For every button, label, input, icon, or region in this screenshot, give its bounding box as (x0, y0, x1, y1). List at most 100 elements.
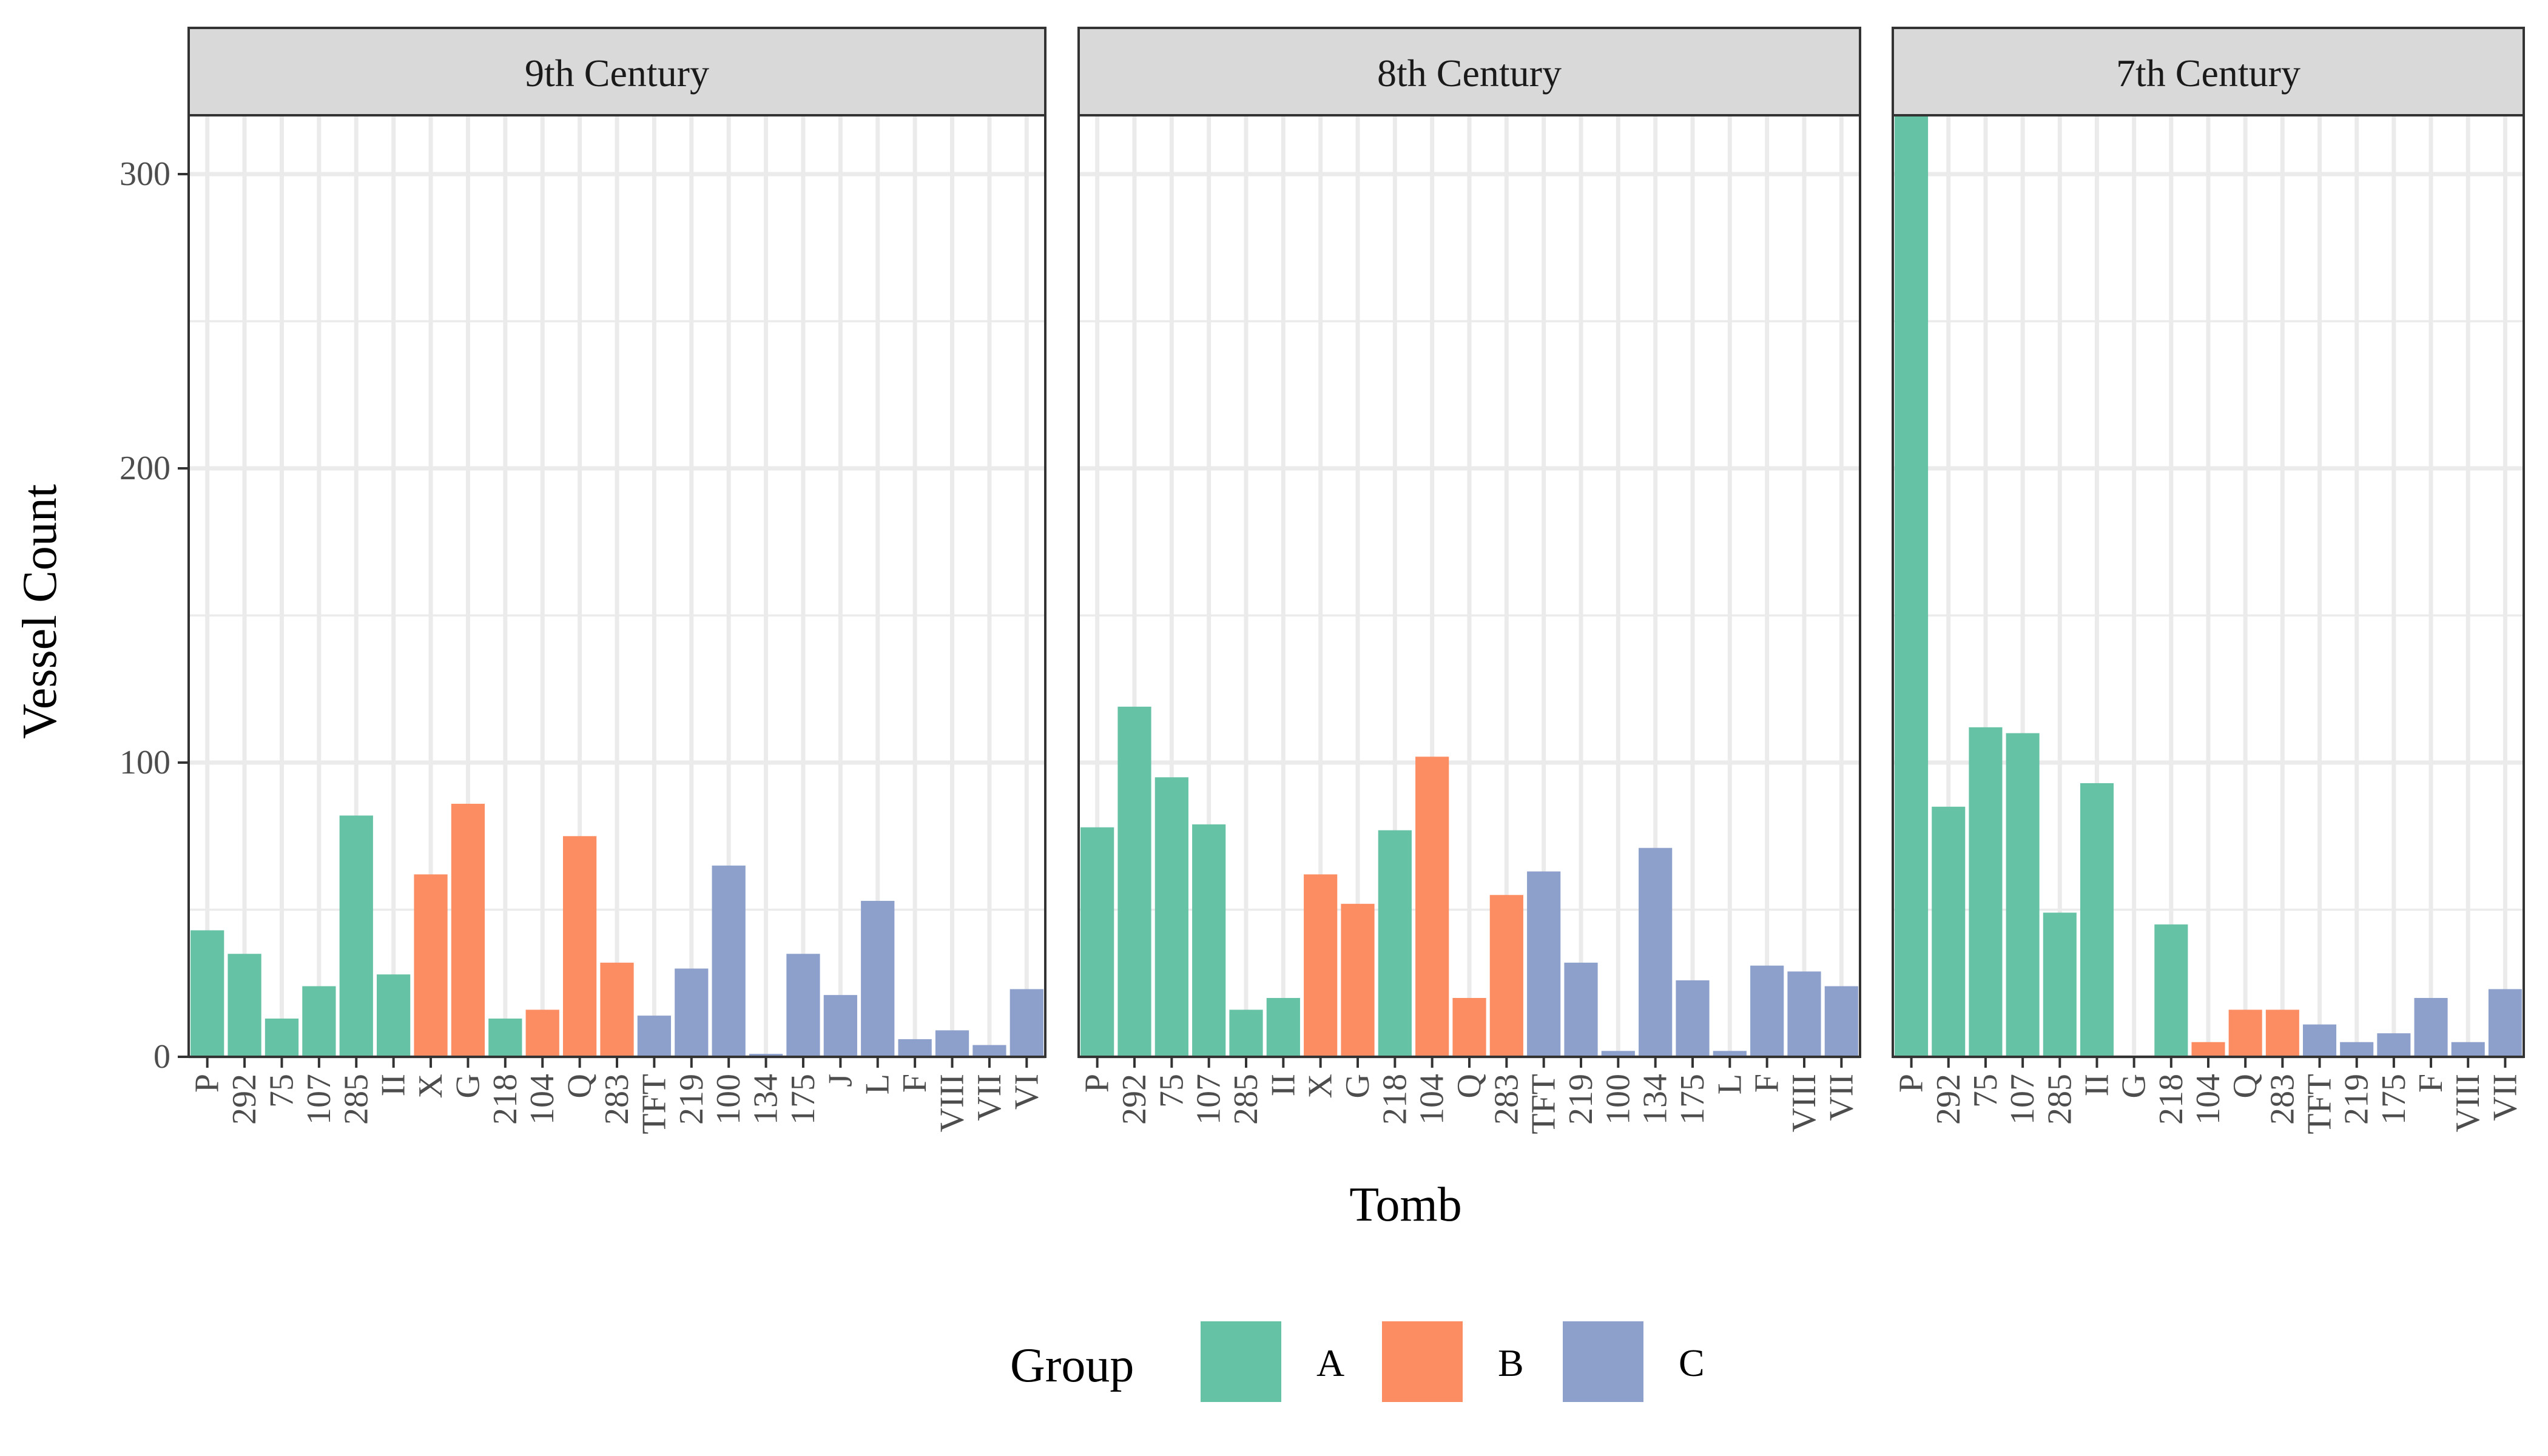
panels: 9th Century P 292 75 107 285 II X G 218 104 Q 283 TFT… (187, 27, 2525, 1134)
x-tick-label: P (189, 1074, 226, 1093)
x-tick-label: 107 (1190, 1074, 1228, 1125)
bar-100 (712, 865, 746, 1057)
x-tick-label: F (1748, 1074, 1786, 1093)
x-tick-label: 283 (2263, 1074, 2301, 1125)
bar-VII (2488, 989, 2522, 1057)
x-tick-label: 100 (710, 1074, 747, 1125)
x-tick-label: 107 (2004, 1074, 2041, 1125)
x-tick-label: 219 (673, 1074, 710, 1125)
y-tick-label: 100 (120, 744, 170, 781)
bar-F (898, 1039, 932, 1057)
facet-strip (187, 27, 1046, 116)
bar-VIII (1787, 971, 1821, 1057)
x-tick-label: 219 (1562, 1074, 1600, 1125)
x-tick-label: F (2412, 1074, 2450, 1093)
x-tick-label: 283 (598, 1074, 636, 1125)
x-tick-label: G (1339, 1074, 1377, 1098)
x-tick-label: TFT (2301, 1074, 2339, 1134)
bar-TFT (1527, 871, 1561, 1057)
bar-283 (600, 962, 634, 1057)
x-tick-label: II (375, 1074, 413, 1096)
bar-175 (786, 954, 820, 1057)
x-tick-label: 292 (1116, 1074, 1153, 1125)
gridlines (189, 115, 1045, 1059)
bar-F (2414, 998, 2448, 1057)
bar-285 (2043, 912, 2077, 1057)
bar-107 (2006, 733, 2040, 1057)
facet-strip-label: 8th Century (1377, 52, 1562, 95)
legend-label: A (1316, 1341, 1344, 1384)
x-tick-label: 104 (524, 1074, 561, 1125)
bar-107 (302, 986, 336, 1057)
legend: Group A B C (1010, 1321, 1705, 1402)
facet-strip-label: 9th Century (525, 52, 709, 95)
x-tick-label: 134 (747, 1074, 785, 1125)
x-tick-label: P (1893, 1074, 1930, 1093)
y-tick-label: 0 (153, 1038, 170, 1076)
bar-134 (1639, 848, 1673, 1057)
bar-II (2080, 783, 2114, 1057)
x-tick-label: VIII (1785, 1074, 1823, 1132)
x-tick-label: VII (2486, 1074, 2524, 1121)
legend-key (1382, 1321, 1463, 1402)
bar-75 (1969, 727, 2003, 1057)
x-tick-label: 75 (263, 1074, 300, 1108)
x-tick-label: G (2115, 1074, 2153, 1098)
bar-Q (2228, 1009, 2262, 1057)
bar-104 (525, 1009, 559, 1057)
bar-VIII (935, 1030, 969, 1057)
bar-283 (2265, 1009, 2299, 1057)
x-axis: P 292 75 107 285 II X G 218 104 Q 283 TFT 219 100 134 17… (189, 1057, 1045, 1134)
x-tick-label: TFT (635, 1074, 673, 1134)
x-tick-label: Q (1451, 1074, 1488, 1098)
bar-218 (488, 1018, 522, 1057)
bar-VIII (2451, 1042, 2485, 1057)
panel-2: 8th Century P 292 75 107 285 II X G 218 104 Q 283 TFT… (1077, 27, 1861, 1134)
bar-285 (339, 815, 373, 1057)
x-tick-label: 175 (784, 1074, 822, 1125)
legend-entry-A: A (1201, 1321, 1344, 1402)
x-tick-label: TFT (1525, 1074, 1563, 1134)
x-tick-label: 218 (2152, 1074, 2190, 1125)
x-tick-label: VI (1008, 1074, 1045, 1110)
x-tick-label: 175 (1674, 1074, 1711, 1125)
x-tick-label: 285 (1227, 1074, 1265, 1125)
x-tick-label: P (1079, 1074, 1116, 1093)
x-tick-label: 134 (1637, 1074, 1674, 1125)
x-tick-label: 104 (2189, 1074, 2227, 1125)
legend-label: B (1498, 1341, 1524, 1384)
legend-entry-C: C (1563, 1321, 1705, 1402)
bar-Q (562, 836, 597, 1057)
bar-218 (2154, 924, 2188, 1057)
bar-107 (1192, 824, 1226, 1057)
bar-75 (1154, 777, 1188, 1057)
x-tick-label: Q (561, 1074, 599, 1098)
x-tick-label: 104 (1414, 1074, 1451, 1125)
x-tick-label: Q (2226, 1074, 2264, 1098)
bar-G (1341, 903, 1375, 1057)
bar-X (414, 874, 448, 1057)
bar-104 (2191, 1042, 2225, 1057)
bar-75 (265, 1018, 299, 1057)
x-axis: P 292 75 107 285 II X G 218 104 Q 283 TFT 219 100 134 17… (1079, 1057, 1860, 1134)
bar-292 (228, 954, 261, 1057)
legend-entry-B: B (1382, 1321, 1524, 1402)
bar-285 (1229, 1009, 1263, 1057)
bar-Q (1452, 998, 1486, 1057)
bars (190, 803, 1043, 1057)
bar-219 (1564, 962, 1598, 1057)
bar-VII (1824, 986, 1858, 1057)
x-tick-label: 285 (2041, 1074, 2078, 1125)
bar-218 (1378, 830, 1412, 1057)
bar-P (1895, 115, 1929, 1057)
x-tick-label: 218 (487, 1074, 524, 1125)
x-tick-label: 100 (1599, 1074, 1637, 1125)
x-tick-label: 285 (337, 1074, 375, 1125)
bar-L (861, 900, 895, 1057)
x-tick-label: VII (1822, 1074, 1860, 1121)
bar-134 (749, 1054, 783, 1057)
x-tick-label: F (896, 1074, 934, 1093)
bar-100 (1601, 1051, 1635, 1057)
legend-key (1563, 1321, 1643, 1402)
bar-175 (1676, 980, 1710, 1057)
